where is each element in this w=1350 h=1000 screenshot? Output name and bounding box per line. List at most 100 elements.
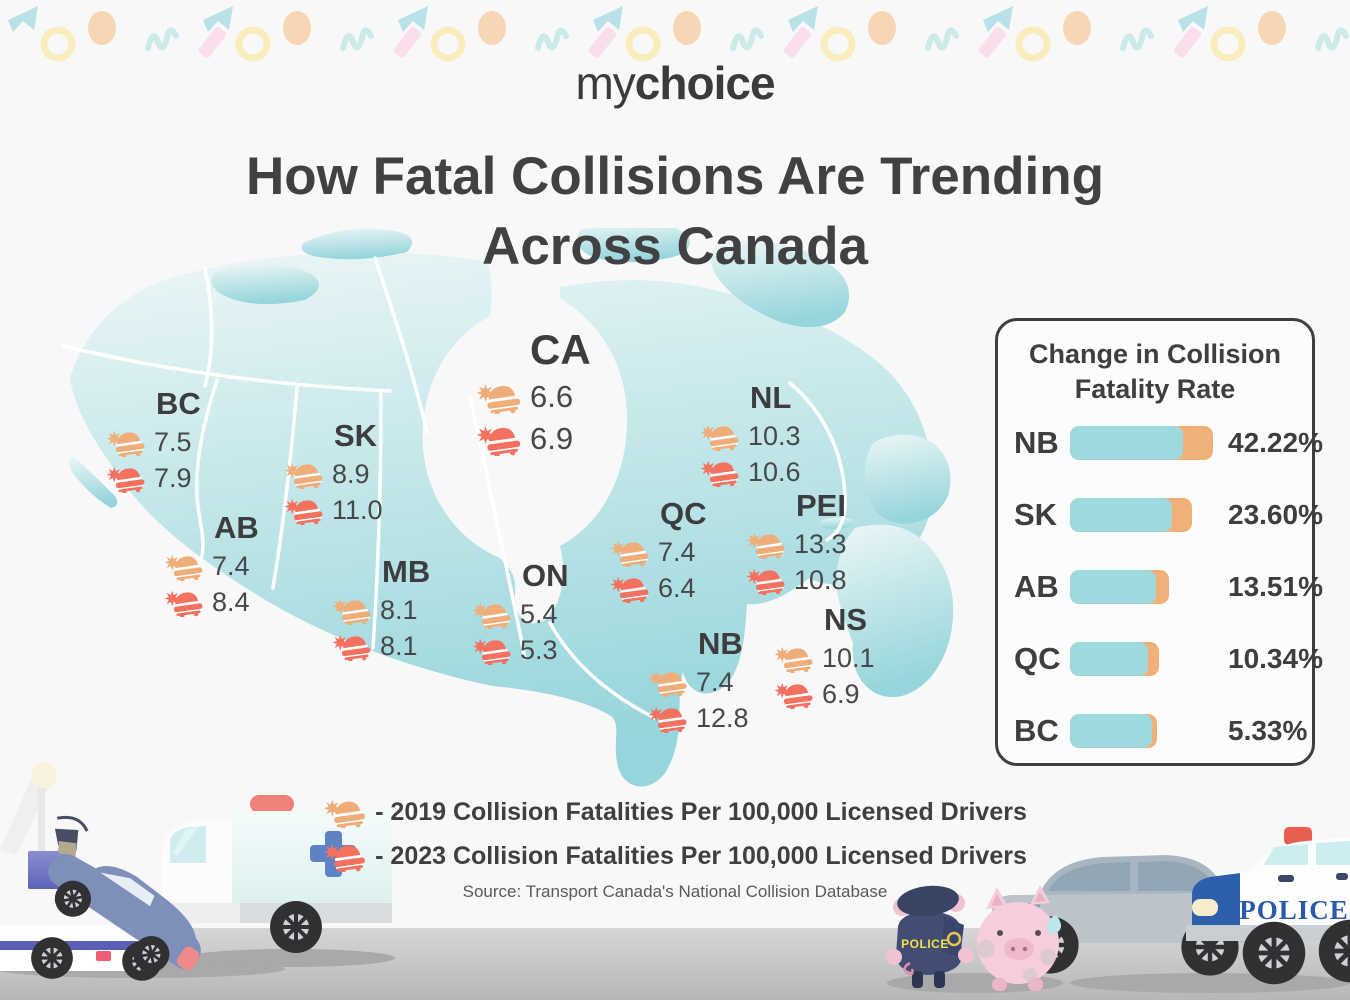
collision-2023-icon (332, 631, 372, 661)
piggy-bank-illustration (977, 885, 1062, 991)
crashed-car-illustration (46, 815, 201, 981)
collision-2019-icon (472, 599, 512, 629)
police-light (1284, 827, 1312, 845)
panel-row-label: BC (1014, 713, 1059, 748)
piggy-leg (992, 978, 1007, 991)
rate-2019: 7.4 (696, 666, 734, 697)
panel-row-pct: 5.33% (1228, 715, 1308, 746)
logo-part-my: my (575, 57, 635, 109)
title-line-2: Across Canada (482, 217, 868, 276)
region-code: BC (156, 386, 201, 421)
rate-2019: 13.3 (794, 528, 847, 559)
rate-2019: 10.3 (748, 420, 801, 451)
legend-2019-car-icon (323, 796, 367, 828)
canada-map (61, 228, 954, 787)
change-bar (1070, 426, 1228, 460)
police-car-window (1264, 844, 1308, 865)
crane-light (31, 762, 57, 788)
accident-scene (0, 762, 395, 983)
region-code: CA (530, 326, 591, 373)
change-panel: Change in Collision Fatality Rate NB 42.… (995, 318, 1323, 766)
rate-2019: 8.1 (380, 594, 418, 625)
rate-2023: 12.8 (696, 702, 749, 733)
collision-2019-icon (332, 595, 372, 625)
rate-2023: 6.4 (658, 572, 696, 603)
region-code: NB (698, 626, 743, 661)
region-code: NS (824, 602, 868, 637)
crane-cable (38, 783, 45, 855)
page-title: How Fatal Collisions Are Trending Across… (0, 142, 1350, 282)
logo-part-choice: choice (634, 57, 776, 109)
ambulance-illustration (162, 795, 392, 953)
rate-2023: 10.6 (748, 456, 801, 487)
change-bar (1070, 498, 1228, 532)
panel-row-qc: QC 10.34% (1014, 623, 1323, 695)
map-vancouver-island (69, 456, 118, 508)
piggy-eye (1035, 930, 1041, 936)
panel-row-pct: 10.34% (1228, 643, 1323, 674)
map-nova-scotia (836, 524, 954, 698)
rate-2023: 11.0 (332, 494, 383, 525)
map-region-nl: NL 10.3 10.6 (700, 380, 801, 490)
map-region-mb: MB 8.1 8.1 (332, 554, 430, 664)
collision-2019-icon (610, 537, 650, 567)
police-scene: POLICE POLICE (886, 827, 1350, 993)
police-headlight (1192, 899, 1218, 916)
title-line-1: How Fatal Collisions Are Trending (246, 147, 1104, 206)
car-window (100, 872, 155, 907)
source-note: Source: Transport Canada's National Coll… (462, 882, 888, 901)
piggy-smudge (977, 940, 995, 958)
collision-2023-icon (284, 495, 324, 525)
map-hudson-bay (422, 228, 628, 624)
rate-2019: 6.6 (530, 379, 574, 414)
officer-arm-panel (942, 917, 964, 957)
panel-row-pct: 42.22% (1228, 427, 1323, 458)
map-newfoundland (864, 434, 951, 524)
panel-title: Change in Collision Fatality Rate (1028, 339, 1281, 404)
map-region-qc: QC 7.4 6.4 (610, 496, 707, 606)
map-region-ab: AB 7.4 8.4 (164, 510, 259, 620)
collision-2019-icon (106, 427, 146, 457)
panel-row-label: NB (1014, 425, 1059, 460)
region-code: PEI (796, 488, 846, 523)
collision-2019-icon (774, 643, 814, 673)
collision-2023-icon (700, 457, 740, 487)
map-region-pei: PEI 13.3 10.8 (746, 488, 847, 598)
panel-row-pct: 13.51% (1228, 571, 1323, 602)
police-car-text: POLICE (1239, 895, 1349, 925)
rate-2019: 7.4 (658, 536, 696, 567)
police-car-window (1316, 841, 1350, 865)
officer-badge-text: POLICE (901, 937, 949, 951)
police-door-handle (1278, 875, 1294, 882)
region-code: ON (522, 558, 569, 593)
pig-hand (958, 947, 974, 963)
ambulance-wheel (270, 901, 322, 953)
rate-2023: 8.4 (212, 586, 250, 617)
map-arctic-island (301, 228, 413, 260)
region-code: SK (334, 418, 378, 453)
panel-row-label: SK (1014, 497, 1058, 532)
piggy-leg (1028, 978, 1043, 991)
rate-2023: 6.9 (822, 678, 860, 709)
panel-row-nb: NB 42.22% (1014, 407, 1323, 479)
piggy-snout (1004, 938, 1034, 960)
rate-2023: 10.8 (794, 564, 847, 595)
brand-logo: mychoice (0, 56, 1350, 110)
collision-2023-icon (164, 587, 204, 617)
rate-2019: 7.4 (212, 550, 250, 581)
legend-row-2019: - 2019 Collision Fatalities Per 100,000 … (0, 790, 1350, 834)
engine-block (58, 840, 77, 860)
panel-row-ab: AB 13.51% (1014, 551, 1323, 623)
car-rear-bumper (176, 946, 200, 971)
cars-shadow (1070, 973, 1350, 993)
change-bar (1070, 714, 1228, 748)
police-door-handle (1336, 873, 1348, 880)
map-arctic-island (577, 228, 690, 263)
collision-2023-icon (610, 573, 650, 603)
panel-row-label: AB (1014, 569, 1059, 604)
collision-2023-icon (648, 703, 688, 733)
ambulance-light (250, 795, 294, 813)
pig-officer-illustration: POLICE (886, 885, 974, 988)
map-region-ca: CA 6.6 6.9 (476, 326, 591, 460)
